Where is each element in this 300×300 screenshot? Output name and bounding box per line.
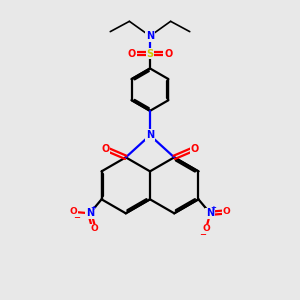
Text: O: O	[222, 207, 230, 216]
Text: N: N	[146, 130, 154, 140]
Text: +: +	[90, 205, 96, 211]
Text: S: S	[146, 49, 154, 59]
Text: O: O	[191, 143, 199, 154]
Text: O: O	[90, 224, 98, 233]
Text: −: −	[200, 230, 206, 239]
Text: −: −	[73, 213, 80, 222]
Text: O: O	[101, 143, 109, 154]
Text: O: O	[128, 49, 136, 59]
Text: N: N	[146, 31, 154, 41]
Text: N: N	[206, 208, 214, 218]
Text: O: O	[70, 207, 78, 216]
Text: N: N	[86, 208, 94, 218]
Text: O: O	[202, 224, 210, 233]
Text: O: O	[164, 49, 172, 59]
Text: +: +	[211, 205, 217, 211]
